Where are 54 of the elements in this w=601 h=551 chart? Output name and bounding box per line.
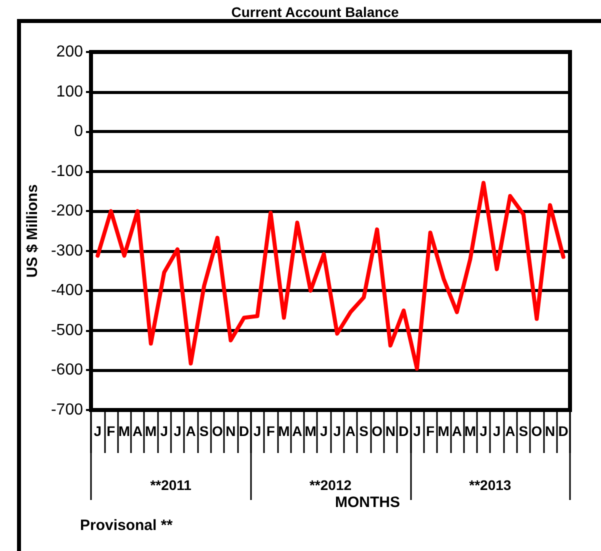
y-tick-label: -700	[50, 402, 84, 418]
y-tick-label: 0	[74, 123, 84, 140]
y-tick-label: -500	[50, 322, 84, 339]
x-tick-label: O	[212, 423, 223, 439]
x-tick-label: A	[345, 423, 356, 439]
x-tick-label: J	[174, 423, 182, 439]
text: **2013	[469, 477, 512, 493]
x-tick-label: S	[518, 423, 528, 439]
x-tick-label: N	[544, 423, 556, 439]
y-axis-title: US $ Millions	[24, 184, 42, 278]
y-tick-label: -100	[50, 162, 84, 180]
x-tick-label: A	[186, 423, 196, 439]
x-tick-label: J	[160, 423, 168, 439]
line-series	[96, 180, 566, 371]
x-tick-label: D	[398, 423, 409, 439]
text: Provisonal **	[80, 517, 173, 534]
x-tick-label: N	[226, 423, 236, 439]
x-tick-label: D	[558, 423, 568, 439]
y-tick-label: -200	[50, 202, 84, 220]
x-tick-label: J	[413, 423, 421, 439]
x-tick-label: O	[372, 423, 383, 439]
x-tick-label: A	[505, 423, 516, 439]
x-tick-label: J	[320, 423, 328, 439]
x-tick-label: F	[426, 423, 436, 439]
x-tick-label: A	[292, 423, 302, 439]
x-tick-label: J	[492, 423, 501, 439]
x-tick-label: J	[333, 423, 342, 439]
x-tick-label: A	[132, 423, 143, 439]
x-tick-label: F	[106, 423, 116, 439]
x-tick-label: J	[480, 423, 488, 439]
x-tick-label: M	[438, 423, 450, 439]
x-tick-label: O	[531, 423, 542, 439]
chart-title: Current Account Balance	[231, 4, 399, 20]
x-tick-label: J	[253, 423, 262, 439]
x-tick-label: M	[118, 423, 130, 439]
text: **2012	[309, 477, 352, 493]
x-tick-label: S	[359, 423, 368, 439]
text: **2011	[150, 477, 192, 493]
y-tick-label: 200	[56, 44, 84, 60]
x-tick-label: M	[304, 423, 316, 439]
x-tick-label: A	[452, 423, 462, 439]
y-tick-label: -300	[50, 242, 84, 260]
x-tick-label: M	[464, 423, 476, 439]
x-tick-label: S	[199, 423, 209, 439]
x-tick-label: M	[278, 423, 290, 439]
x-tick-label: J	[94, 423, 102, 439]
x-tick-label: M	[145, 423, 157, 439]
y-tick-label: -400	[50, 282, 84, 300]
x-tick-label: N	[385, 423, 396, 439]
y-tick-label: 100	[56, 83, 84, 100]
x-tick-label: D	[238, 423, 250, 439]
x-axis-title: MONTHS	[335, 494, 400, 511]
y-tick-label: -600	[50, 362, 84, 379]
x-tick-label: F	[266, 423, 276, 439]
